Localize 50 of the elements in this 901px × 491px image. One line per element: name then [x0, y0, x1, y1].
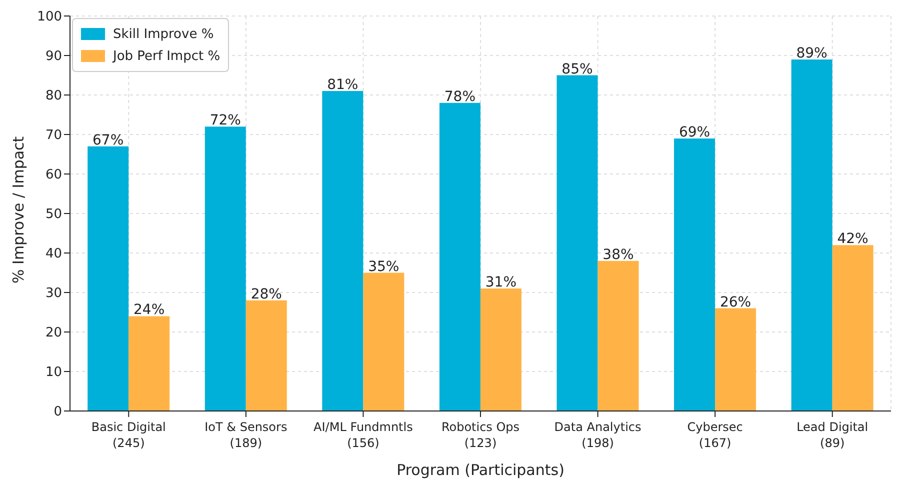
- data-label: 38%: [602, 246, 634, 263]
- y-tick-label: 40: [45, 246, 62, 262]
- y-tick-label: 20: [45, 326, 62, 341]
- x-axis-title: Program (Participants): [396, 461, 564, 479]
- y-tick-label: 10: [45, 365, 62, 380]
- data-label: 78%: [444, 88, 476, 105]
- y-tick-label: 50: [45, 207, 62, 222]
- bar: [204, 126, 246, 411]
- data-label: 67%: [92, 132, 124, 148]
- data-label: 35%: [368, 258, 400, 275]
- bar: [715, 308, 756, 411]
- data-label: 24%: [134, 302, 165, 318]
- x-tick-label: Robotics Ops (123): [441, 420, 520, 450]
- x-tick-label: Lead Digital (89): [796, 420, 868, 450]
- bar: [556, 75, 598, 411]
- y-tick-label: 30: [45, 286, 62, 302]
- data-label: 28%: [250, 286, 282, 302]
- data-label: 69%: [678, 124, 710, 140]
- x-tick-label: Basic Digital (245): [91, 420, 166, 450]
- data-label: 42%: [837, 231, 868, 248]
- legend-label: Job Perf Impct %: [113, 48, 220, 64]
- bar: [598, 260, 639, 411]
- bar: [674, 138, 716, 411]
- x-tick-label: AI/ML Fundmntls (156): [314, 420, 413, 450]
- y-tick-label: 90: [45, 49, 62, 64]
- legend-label: Skill Improve %: [113, 26, 214, 42]
- bar: [439, 102, 480, 411]
- data-label: 81%: [327, 77, 358, 94]
- x-tick-label: Data Analytics (198): [554, 420, 642, 450]
- bar: [322, 91, 364, 411]
- data-label: 85%: [562, 61, 593, 78]
- bar: [88, 146, 129, 411]
- bar: [363, 272, 404, 411]
- y-tick-label: 80: [45, 88, 62, 104]
- bar: [246, 300, 287, 411]
- y-axis-title: % Improve / Impact: [9, 136, 28, 284]
- bar: [832, 245, 874, 411]
- bar: [791, 59, 832, 411]
- bar: [480, 288, 522, 411]
- bar: [128, 316, 170, 411]
- x-tick-label: Cybersec (167): [687, 420, 743, 450]
- y-tick-label: 100: [37, 10, 62, 25]
- data-label: 31%: [485, 274, 517, 291]
- y-tick-label: 0: [54, 404, 62, 420]
- y-tick-label: 70: [45, 128, 62, 144]
- y-tick-label: 60: [45, 168, 62, 183]
- x-tick-label: IoT & Sensors (189): [204, 420, 288, 450]
- data-label: 72%: [210, 112, 241, 129]
- data-label: 89%: [796, 45, 828, 62]
- data-label: 26%: [720, 294, 752, 310]
